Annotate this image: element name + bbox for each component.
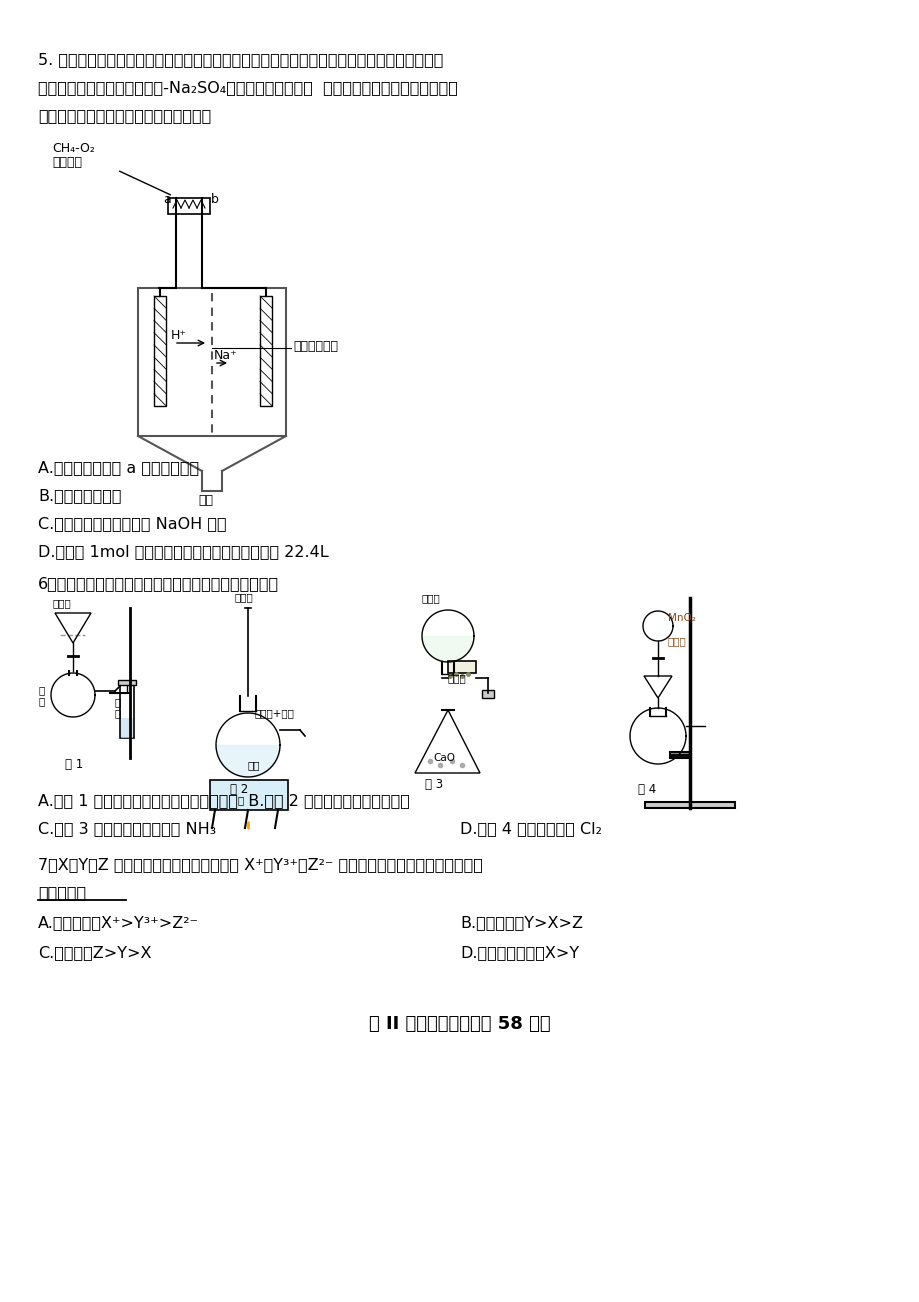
Bar (168, 198, 210, 214)
Text: 水: 水 (238, 796, 244, 805)
Bar (260, 296, 272, 406)
Text: 图 3: 图 3 (425, 779, 443, 792)
Text: 6．用下列实验装置进行相应实验，能达到实验目的的是: 6．用下列实验装置进行相应实验，能达到实验目的的是 (38, 575, 278, 591)
Text: B.乙醇在阴极产生: B.乙醇在阴极产生 (38, 488, 121, 503)
Bar (448, 661, 475, 673)
Text: C.电负性：Z>Y>X: C.电负性：Z>Y>X (38, 945, 152, 960)
Text: 不正确的是: 不正确的是 (38, 885, 86, 900)
Text: C.电解过程中，阴极区有 NaOH 产生: C.电解过程中，阴极区有 NaOH 产生 (38, 516, 226, 531)
Polygon shape (643, 676, 671, 698)
Text: MnO₂: MnO₂ (667, 613, 695, 622)
Text: 实验室中，以一定浓度的乙醛-Na₂SO₄溶液为电解质溶液，  模拟乙醛废水的处理过程，其装: 实验室中，以一定浓度的乙醛-Na₂SO₄溶液为电解质溶液， 模拟乙醛废水的处理过… (38, 79, 458, 95)
Text: 浓硫酸: 浓硫酸 (53, 598, 72, 608)
Text: D.单质的还原性：X>Y: D.单质的还原性：X>Y (460, 945, 578, 960)
Text: 溴: 溴 (115, 697, 121, 707)
Text: D.每生成 1mol 乙酸，理论上至少消耗标况下氧气 22.4L: D.每生成 1mol 乙酸，理论上至少消耗标况下氧气 22.4L (38, 544, 328, 559)
Text: 图 1: 图 1 (65, 758, 83, 771)
Polygon shape (55, 613, 91, 643)
Text: 粉: 粉 (39, 697, 45, 706)
Text: 废水: 废水 (198, 493, 213, 506)
Text: Na⁺: Na⁺ (214, 349, 237, 362)
Text: H⁺: H⁺ (171, 329, 187, 342)
Text: D.用图 4 所示装置制取 Cl₂: D.用图 4 所示装置制取 Cl₂ (460, 822, 601, 836)
Text: 第 II 卷（非选择题，共 58 分）: 第 II 卷（非选择题，共 58 分） (369, 1016, 550, 1032)
Text: C.用图 3 所示装置制取干燥的 NH₃: C.用图 3 所示装置制取干燥的 NH₃ (38, 822, 216, 836)
Text: 5. 隔膜电解法处理高浓度乙醛废水的原理是使乙醛分别在两极发生反应，转化为乙醇和乙酸。: 5. 隔膜电解法处理高浓度乙醛废水的原理是使乙醛分别在两极发生反应，转化为乙醇和… (38, 52, 443, 66)
Text: CH₄-O₂: CH₄-O₂ (52, 142, 95, 155)
Text: 浓硫酸+乙醇: 浓硫酸+乙醇 (255, 708, 295, 717)
Bar (138, 288, 286, 436)
Text: 图 4: 图 4 (637, 783, 655, 796)
Text: 沸石: 沸石 (248, 760, 260, 769)
Text: 温度计: 温度计 (234, 592, 254, 602)
Text: A.图中燃料电池的 a 极应通入氧气: A.图中燃料电池的 a 极应通入氧气 (38, 460, 199, 475)
Text: 阳离子交换膜: 阳离子交换膜 (292, 340, 337, 353)
Bar (482, 690, 494, 698)
Text: 碱石灰: 碱石灰 (448, 673, 466, 684)
Bar (210, 780, 288, 810)
Polygon shape (414, 710, 480, 773)
Bar (119, 684, 134, 738)
Bar (153, 296, 165, 406)
Text: 7．X、Y、Z 均为短周期元素，其简单离子 X⁺、Y³⁺、Z²⁻ 的核外电子层结构相同。下列说法: 7．X、Y、Z 均为短周期元素，其简单离子 X⁺、Y³⁺、Z²⁻ 的核外电子层结… (38, 857, 482, 872)
Bar (121, 717, 133, 738)
Text: 燃料电池: 燃料电池 (52, 156, 82, 169)
Text: A.离子半径：X⁺>Y³⁺>Z²⁻: A.离子半径：X⁺>Y³⁺>Z²⁻ (38, 915, 199, 930)
Text: 浓氨水: 浓氨水 (422, 592, 440, 603)
Text: CaO: CaO (433, 753, 455, 763)
Text: 置示意图如图所示。有关说法不正确的是: 置示意图如图所示。有关说法不正确的是 (38, 108, 211, 122)
Bar (669, 753, 689, 758)
Text: 图 2: 图 2 (230, 783, 248, 796)
Bar (118, 680, 136, 685)
Text: b: b (210, 193, 219, 206)
Text: 浓盐酸: 浓盐酸 (667, 635, 686, 646)
Text: B.原子序数：Y>X>Z: B.原子序数：Y>X>Z (460, 915, 583, 930)
Text: 铜: 铜 (39, 685, 45, 695)
Text: A.用图 1 所示装置验证浓硫酸具有强氧化性  B.用图 2 所示装置制取并收集乙烯: A.用图 1 所示装置验证浓硫酸具有强氧化性 B.用图 2 所示装置制取并收集乙… (38, 793, 410, 809)
Bar (644, 802, 734, 809)
Text: 水: 水 (115, 708, 121, 717)
Text: a: a (163, 193, 171, 206)
